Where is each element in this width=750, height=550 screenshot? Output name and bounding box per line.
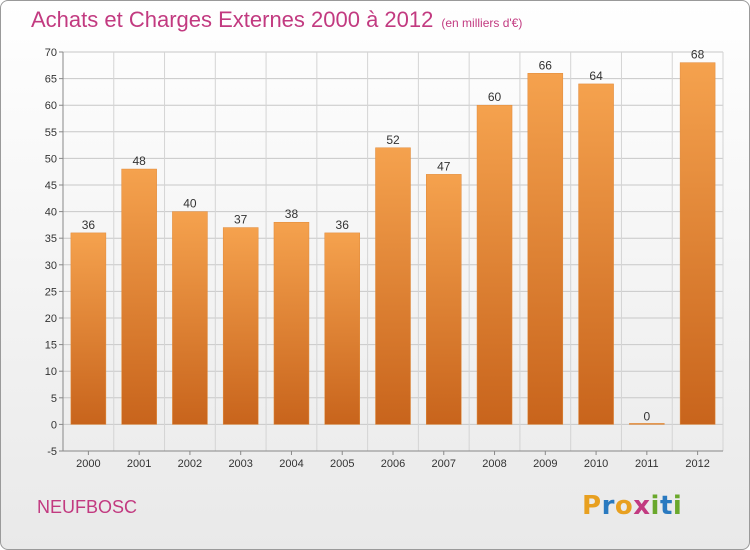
- x-tick-label: 2010: [584, 458, 608, 470]
- bar-value-label: 40: [183, 197, 197, 211]
- chart-subtitle: (en milliers d'€): [441, 16, 523, 30]
- x-tick-label: 2007: [432, 458, 456, 470]
- chart-title: Achats et Charges Externes 2000 à 2012 (e…: [31, 7, 522, 33]
- y-tick-label: 0: [51, 419, 57, 431]
- x-tick-label: 2005: [330, 458, 354, 470]
- bar-value-label: 37: [234, 213, 248, 227]
- bar: [70, 232, 107, 425]
- bars: [70, 62, 716, 425]
- bar: [527, 73, 564, 425]
- y-tick-label: 35: [45, 233, 57, 245]
- y-tick-label: 70: [45, 47, 57, 59]
- y-tick-label: 30: [45, 260, 57, 272]
- logo-letter: t: [659, 491, 673, 521]
- x-tick-label: 2003: [228, 458, 252, 470]
- bar: [375, 147, 411, 425]
- bar-value-label: 38: [285, 207, 299, 221]
- bar: [172, 211, 208, 425]
- y-tick-label: 20: [45, 313, 57, 325]
- bar: [476, 104, 513, 425]
- y-tick-label: 40: [45, 207, 57, 219]
- bar: [679, 62, 716, 425]
- x-tick-label: 2000: [76, 458, 100, 470]
- bar-value-label: 68: [691, 48, 705, 62]
- logo-letter: o: [614, 491, 634, 521]
- city-name: NEUFBOSC: [37, 497, 138, 517]
- bar: [324, 232, 360, 425]
- bar-value-label: 66: [539, 58, 553, 72]
- logo-letter: i: [650, 491, 660, 521]
- logo-letter: i: [672, 491, 683, 521]
- x-tick-label: 2012: [685, 458, 709, 470]
- x-tick-label: 2009: [533, 458, 557, 470]
- y-tick-label: 10: [45, 366, 57, 378]
- bar-value-label: 60: [488, 90, 502, 104]
- logo-letter: r: [601, 491, 615, 521]
- y-tick-label: 50: [45, 153, 57, 165]
- y-tick-label: 45: [45, 180, 57, 192]
- bar-value-label: 64: [589, 69, 603, 83]
- x-tick-label: 2004: [279, 458, 303, 470]
- x-tick-label: 2002: [178, 458, 202, 470]
- logo-letter: x: [633, 491, 651, 521]
- y-tick-label: 25: [45, 286, 57, 298]
- bar: [426, 174, 462, 425]
- bar-value-label: 47: [437, 159, 451, 173]
- bar-value-label: 0: [644, 409, 651, 423]
- chart-title-text: Achats et Charges Externes 2000 à 2012: [31, 7, 434, 32]
- y-tick-label: 5: [51, 393, 57, 405]
- y-tick-label: 60: [45, 100, 57, 112]
- x-tick-label: 2011: [635, 458, 659, 470]
- bar: [121, 168, 157, 425]
- bar-value-label: 52: [386, 133, 400, 147]
- bar: [629, 423, 665, 425]
- logo-letter: P: [582, 491, 602, 521]
- bar-value-label: 36: [336, 218, 350, 232]
- y-tick-label: 15: [45, 340, 57, 352]
- x-tick-label: 2001: [127, 458, 151, 470]
- bar: [578, 83, 614, 425]
- bar-value-label: 48: [132, 154, 146, 168]
- y-tick-label: 65: [45, 74, 57, 86]
- y-tick-label: -5: [47, 446, 57, 458]
- proxiti-logo[interactable]: Proxiti: [582, 491, 682, 521]
- bar-value-label: 36: [82, 218, 96, 232]
- x-tick-label: 2008: [482, 458, 506, 470]
- y-tick-label: 55: [45, 127, 57, 139]
- labels: -5 0 5 10 15 20 25 30 35 40 45 50 55 60 65 70 36 2000 48 20…: [45, 47, 710, 470]
- axes: [59, 51, 723, 455]
- x-tick-label: 2006: [381, 458, 405, 470]
- bar: [273, 221, 310, 425]
- bar: [222, 227, 259, 425]
